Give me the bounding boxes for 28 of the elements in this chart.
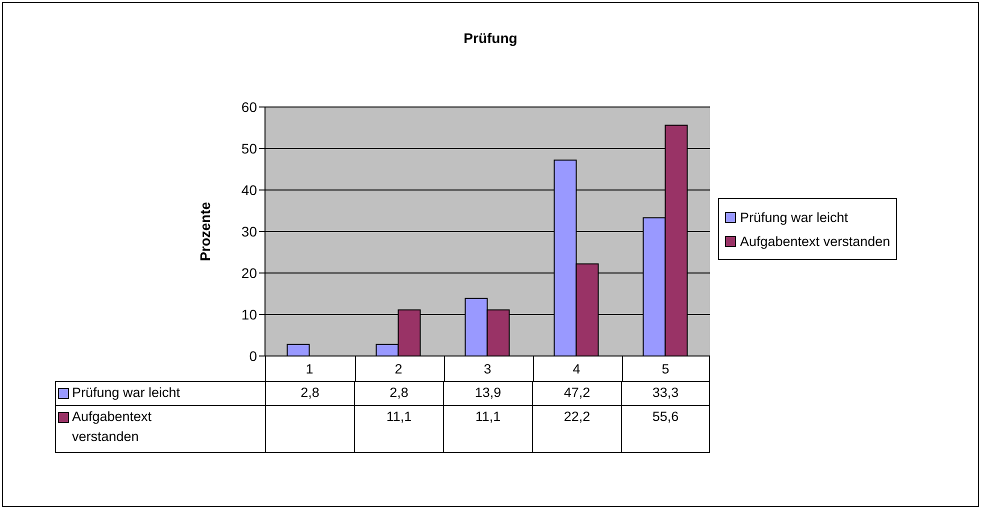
data-label: 2,8 bbox=[265, 381, 354, 406]
y-tick-label: 10 bbox=[241, 306, 258, 322]
y-tick-label: 30 bbox=[241, 223, 258, 240]
bar bbox=[286, 344, 310, 356]
data-label: 47,2 bbox=[532, 381, 621, 406]
data-label: 2,8 bbox=[354, 381, 443, 406]
y-tick-label: 40 bbox=[241, 182, 258, 198]
chart-title: Prüfung bbox=[462, 30, 518, 46]
x-tick-label: 5 bbox=[662, 362, 670, 377]
data-label: 11,1 bbox=[443, 406, 532, 453]
data-label: 22,2 bbox=[532, 406, 621, 453]
y-axis-title: Prozente bbox=[196, 202, 213, 262]
text: Aufgabentext verstanden bbox=[72, 409, 152, 444]
x-tick-label: 4 bbox=[572, 362, 581, 377]
x-tick-label: 1 bbox=[306, 362, 314, 377]
x-tick-label: 2 bbox=[394, 362, 402, 377]
data-label: 55,6 bbox=[621, 406, 710, 453]
data-label: 11,1 bbox=[354, 406, 443, 453]
legend-label: Prüfung war leicht bbox=[739, 208, 850, 227]
y-tick-label: 0 bbox=[249, 348, 258, 364]
y-tick-label: 60 bbox=[241, 98, 258, 115]
legend-label: Aufgabentext verstanden bbox=[739, 232, 890, 251]
y-tick-label: 50 bbox=[241, 140, 258, 156]
data-label: 13,9 bbox=[443, 381, 532, 406]
x-tick-label: 3 bbox=[484, 362, 492, 377]
y-tick-label: 20 bbox=[241, 264, 258, 281]
text: Prüfung war leicht bbox=[72, 385, 180, 400]
data-label: 33,3 bbox=[621, 381, 710, 406]
